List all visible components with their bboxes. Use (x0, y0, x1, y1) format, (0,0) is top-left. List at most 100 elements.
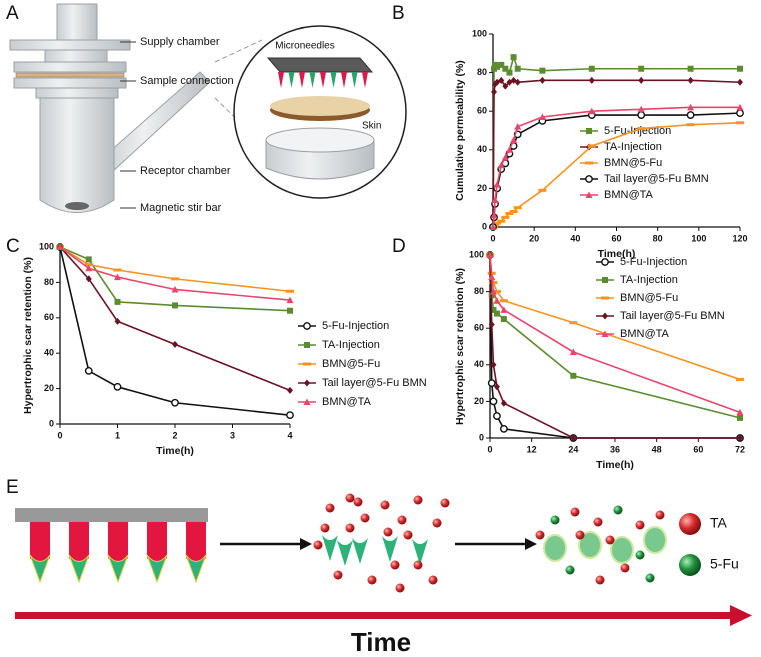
legend-label: TA-Injection (604, 141, 662, 153)
legend-label: TA-Injection (620, 274, 678, 286)
flange (13, 77, 127, 89)
data-point (493, 181, 501, 188)
y-tick-label: 40 (44, 348, 54, 358)
needle (320, 72, 326, 88)
zoom-line (214, 39, 263, 63)
data-point (539, 67, 546, 74)
data-point (498, 61, 505, 68)
legend-marker (586, 128, 592, 134)
series-line (489, 254, 740, 439)
legend-marker (585, 175, 593, 183)
legend-label: BMN@5-Fu (620, 292, 678, 304)
data-point (500, 316, 507, 323)
data-point (493, 383, 500, 391)
x-tick-label: 4 (287, 430, 292, 440)
apparatus-label: Magnetic stir bar (140, 202, 222, 214)
legend-label: BMN@TA (322, 396, 372, 408)
data-point (588, 107, 596, 115)
data-point (171, 285, 179, 293)
well-top (265, 127, 375, 153)
data-point (113, 268, 122, 272)
fu-particle (635, 550, 645, 560)
ta-particle (432, 518, 442, 528)
data-point (736, 377, 744, 381)
arrow-head (300, 538, 312, 550)
data-point (513, 206, 522, 210)
legend-marker (304, 379, 310, 387)
x-tick-label: 1 (115, 430, 120, 440)
flange (9, 39, 131, 51)
data-point (287, 386, 293, 394)
needle-tip (107, 554, 129, 584)
y-tick-label: 0 (479, 432, 484, 442)
x-tick-label: 0 (487, 444, 492, 454)
y-tick-label: 60 (477, 106, 487, 116)
data-point (500, 399, 507, 407)
data-point (514, 78, 521, 86)
fu-particle (613, 505, 623, 515)
data-point (502, 82, 509, 90)
data-point (493, 412, 501, 420)
y-tick-label: 40 (474, 359, 484, 369)
x-tick-label: 60 (611, 233, 621, 243)
dissolved-blob (578, 531, 602, 559)
supply-chamber (44, 49, 108, 63)
needle (330, 72, 337, 88)
ta-particle (345, 493, 355, 503)
apparatus-neck (56, 3, 98, 43)
needle (351, 72, 358, 88)
legend-marker (602, 277, 608, 283)
x-tick-label: 80 (653, 233, 663, 243)
dissolved-tip (412, 539, 428, 565)
data-point (539, 76, 546, 84)
dissolved-tip (352, 538, 368, 564)
ta-particle (383, 527, 393, 537)
data-point (172, 340, 178, 348)
data-point (171, 277, 179, 281)
x-tick-label: 24 (568, 444, 578, 454)
y-tick-label: 0 (482, 221, 487, 231)
data-point (499, 424, 508, 433)
dissolved-blob (543, 534, 567, 562)
needle (341, 72, 347, 88)
legend-label: 5-Fu-Injection (620, 256, 687, 268)
panel-letter: A (6, 3, 19, 24)
apparatus-label: Supply chamber (140, 36, 220, 48)
data-point (491, 65, 498, 72)
y-tick-label: 20 (44, 383, 54, 393)
data-point (84, 366, 93, 375)
needles (278, 72, 368, 88)
needle-body (108, 522, 128, 565)
x-tick-label: 2 (172, 430, 177, 440)
ta-particle (353, 497, 363, 507)
data-point (85, 275, 92, 283)
y-tick-label: 100 (39, 241, 54, 251)
data-point (514, 65, 521, 72)
ta-particle (440, 498, 450, 508)
y-tick-label: 80 (477, 67, 487, 77)
data-point (736, 121, 744, 125)
data-point (489, 397, 498, 406)
x-tick-label: 0 (490, 233, 495, 243)
flange (35, 87, 119, 99)
data-point (637, 105, 645, 113)
needle-body (69, 522, 89, 565)
ta-particle (413, 495, 423, 505)
data-point (490, 211, 498, 219)
data-point (85, 256, 92, 263)
data-point (491, 88, 498, 96)
data-point (569, 348, 577, 355)
legend-label: TA (710, 515, 728, 531)
ta-particle (313, 540, 323, 550)
legend-ball (679, 554, 701, 576)
receptor-body (39, 95, 115, 213)
data-point (588, 76, 595, 84)
data-point (113, 382, 122, 391)
time-arrow-head (730, 605, 752, 626)
data-point (737, 414, 743, 421)
data-point (486, 251, 494, 258)
series-line (489, 254, 741, 414)
data-point (493, 310, 500, 317)
series-line (489, 254, 740, 439)
data-point (493, 297, 501, 304)
